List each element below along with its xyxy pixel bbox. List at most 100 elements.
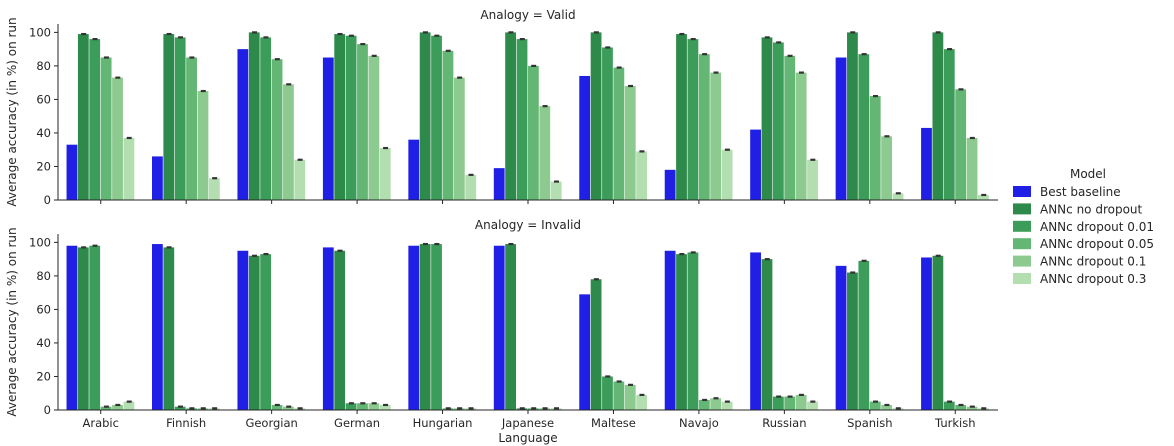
bar <box>443 51 454 200</box>
bar <box>613 68 624 200</box>
bar <box>870 96 881 200</box>
legend-swatch <box>1013 238 1031 249</box>
bar <box>688 252 699 410</box>
bar <box>847 273 858 410</box>
legend-entry: ANNc dropout 0.1 <box>1040 255 1146 269</box>
bar <box>551 182 562 200</box>
bar <box>528 66 539 200</box>
panel-invalid: Analogy = Invalid 0 20 40 60 80 100 Arabic Finni… <box>5 218 998 430</box>
bar <box>323 247 334 410</box>
bar <box>408 140 419 200</box>
bar <box>101 58 112 200</box>
bar <box>955 89 966 200</box>
bar <box>591 32 602 200</box>
x-tick-label: Turkish <box>934 416 975 430</box>
bar <box>836 266 847 410</box>
bar <box>613 382 624 411</box>
bar <box>932 256 943 410</box>
bar <box>625 86 636 200</box>
legend-swatch <box>1013 186 1031 197</box>
bar <box>579 76 590 200</box>
bar <box>152 244 163 410</box>
bar <box>209 178 220 200</box>
bar <box>539 106 550 200</box>
y-tick-label: 40 <box>36 126 51 140</box>
bar <box>784 397 795 410</box>
panel-valid: Analogy = Valid 0 20 40 60 80 100 Average accur… <box>5 8 998 207</box>
x-axis-label: Language <box>498 431 557 445</box>
bar <box>932 32 943 200</box>
y-tick-label: 60 <box>36 302 51 316</box>
bar <box>665 170 676 200</box>
bar <box>186 58 197 200</box>
bar <box>579 294 590 410</box>
bar <box>762 37 773 200</box>
x-tick-label: Navajo <box>679 416 719 430</box>
x-tick-label: Hungarian <box>413 416 473 430</box>
bar <box>78 34 89 200</box>
bar <box>237 251 248 410</box>
x-tick-label: Georgian <box>245 416 297 430</box>
bar <box>591 279 602 410</box>
bar <box>602 47 613 200</box>
legend-swatch <box>1013 256 1031 267</box>
legend-swatch <box>1013 221 1031 232</box>
bar <box>636 395 647 410</box>
bar <box>420 32 431 200</box>
bar <box>784 56 795 200</box>
bar <box>294 160 305 200</box>
bar <box>870 402 881 410</box>
bar <box>807 402 818 410</box>
bar <box>881 136 892 200</box>
bar <box>858 261 869 410</box>
legend-entry: ANNc dropout 0.3 <box>1040 272 1146 286</box>
legend-swatch <box>1013 273 1031 284</box>
x-tick-label: Maltese <box>591 416 636 430</box>
x-tick-label: Russian <box>762 416 806 430</box>
bar <box>283 84 294 200</box>
bar <box>175 37 186 200</box>
legend: Model Best baseline ANNc no dropout ANNc dr… <box>1013 167 1154 286</box>
y-tick-label: 20 <box>36 369 51 383</box>
bar <box>762 259 773 410</box>
bar <box>368 56 379 200</box>
bar <box>699 400 710 410</box>
bar <box>152 156 163 200</box>
bar <box>357 44 368 200</box>
bar <box>163 247 174 410</box>
bar <box>89 39 100 200</box>
bar <box>944 49 955 200</box>
y-tick-label: 80 <box>36 59 51 73</box>
bar <box>249 256 260 410</box>
bar <box>237 49 248 200</box>
bar <box>465 175 476 200</box>
bar <box>431 36 442 200</box>
legend-entry: ANNc dropout 0.01 <box>1040 220 1154 234</box>
x-tick-label: Finnish <box>166 416 206 430</box>
bar <box>260 254 271 410</box>
x-tick-label: Arabic <box>82 416 118 430</box>
bar <box>431 244 442 410</box>
bar <box>688 39 699 200</box>
panel-title: Analogy = Valid <box>480 8 575 22</box>
bar <box>334 34 345 200</box>
bar <box>505 244 516 410</box>
bar <box>699 54 710 200</box>
bar <box>676 34 687 200</box>
bar <box>676 254 687 410</box>
y-axis-label: Average accuracy (in %) on run <box>5 17 19 206</box>
bar <box>380 148 391 200</box>
bar <box>346 36 357 200</box>
bar <box>722 402 733 410</box>
bar <box>807 160 818 200</box>
bar <box>323 58 334 200</box>
y-tick-label: 100 <box>29 25 51 39</box>
bar <box>722 150 733 200</box>
bar <box>420 244 431 410</box>
y-tick-label: 0 <box>44 403 51 417</box>
bar <box>78 247 89 410</box>
bar <box>636 151 647 200</box>
x-tick-label: German <box>334 416 380 430</box>
legend-entry: Best baseline <box>1040 185 1121 199</box>
